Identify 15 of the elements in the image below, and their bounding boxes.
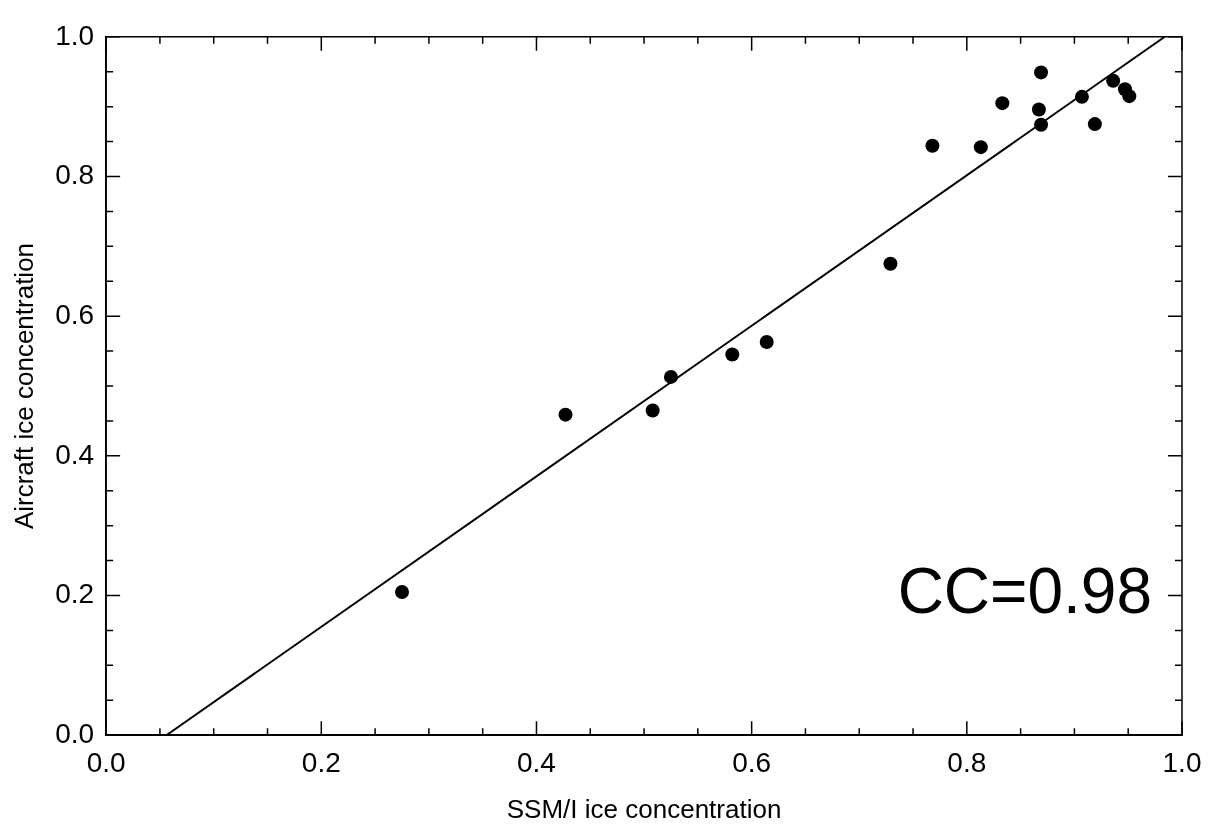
y-tick-label: 1.0 [55, 19, 95, 51]
y-tick-label: 0.6 [55, 298, 95, 330]
y-tick-label: 0.2 [55, 578, 95, 610]
x-tick-label: 0.4 [517, 746, 556, 778]
y-axis-title: Aircraft ice concentration [8, 242, 39, 530]
y-tick-label: 0.8 [55, 159, 95, 191]
y-tick-label: 0.0 [55, 717, 95, 749]
x-tick-label: 0.8 [947, 746, 987, 778]
x-tick-label: 0.0 [86, 746, 126, 778]
x-tick-label: 0.6 [732, 746, 772, 778]
y-tick-label: 0.4 [55, 438, 95, 470]
x-tick-label: 1.0 [1162, 746, 1202, 778]
annotation: CC=0.98 [897, 555, 1152, 628]
x-tick-label: 0.2 [301, 746, 341, 778]
x-axis-title: SSM/I ice concentration [506, 793, 782, 824]
